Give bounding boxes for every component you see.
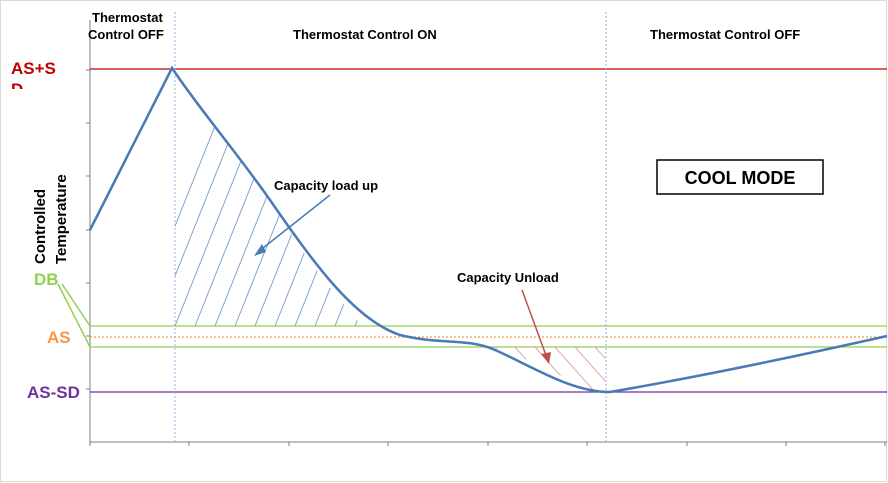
x-axis-ticks xyxy=(89,442,886,446)
level-as-plus-sd-label: AS+S xyxy=(11,59,56,78)
load-up-arrow xyxy=(257,194,331,253)
level-as-minus-sd-label: AS-SD xyxy=(27,383,80,402)
level-as-plus-sd-label-cut: D xyxy=(11,80,23,99)
y-axis-label-line1: Controlled xyxy=(32,189,49,264)
section-middle-label: Thermostat Control ON xyxy=(293,27,437,42)
temperature-curve xyxy=(88,65,888,394)
db-bracket-upper xyxy=(61,283,91,327)
level-as-label: AS xyxy=(47,328,71,347)
y-axis-ticks xyxy=(86,69,90,390)
load-up-arrowhead xyxy=(254,244,266,256)
cool-mode-label: COOL MODE xyxy=(685,168,796,188)
capacity-load-hatch xyxy=(175,75,362,326)
section-right-label: Thermostat Control OFF xyxy=(650,27,800,42)
capacity-unload-hatch xyxy=(494,347,605,392)
db-bracket-lower xyxy=(57,283,91,348)
capacity-unload-label: Capacity Unload xyxy=(457,270,559,285)
capacity-load-up-label: Capacity load up xyxy=(274,178,378,193)
unload-arrow xyxy=(521,289,548,359)
section-left-label-line1: Thermostat xyxy=(92,10,163,25)
y-axis-label-line2: Temperature xyxy=(53,174,70,264)
section-left-label-line2: Control OFF xyxy=(88,27,164,42)
level-db-label: DB xyxy=(34,270,59,289)
unload-arrowhead xyxy=(541,352,551,364)
cool-mode-box xyxy=(656,159,824,195)
